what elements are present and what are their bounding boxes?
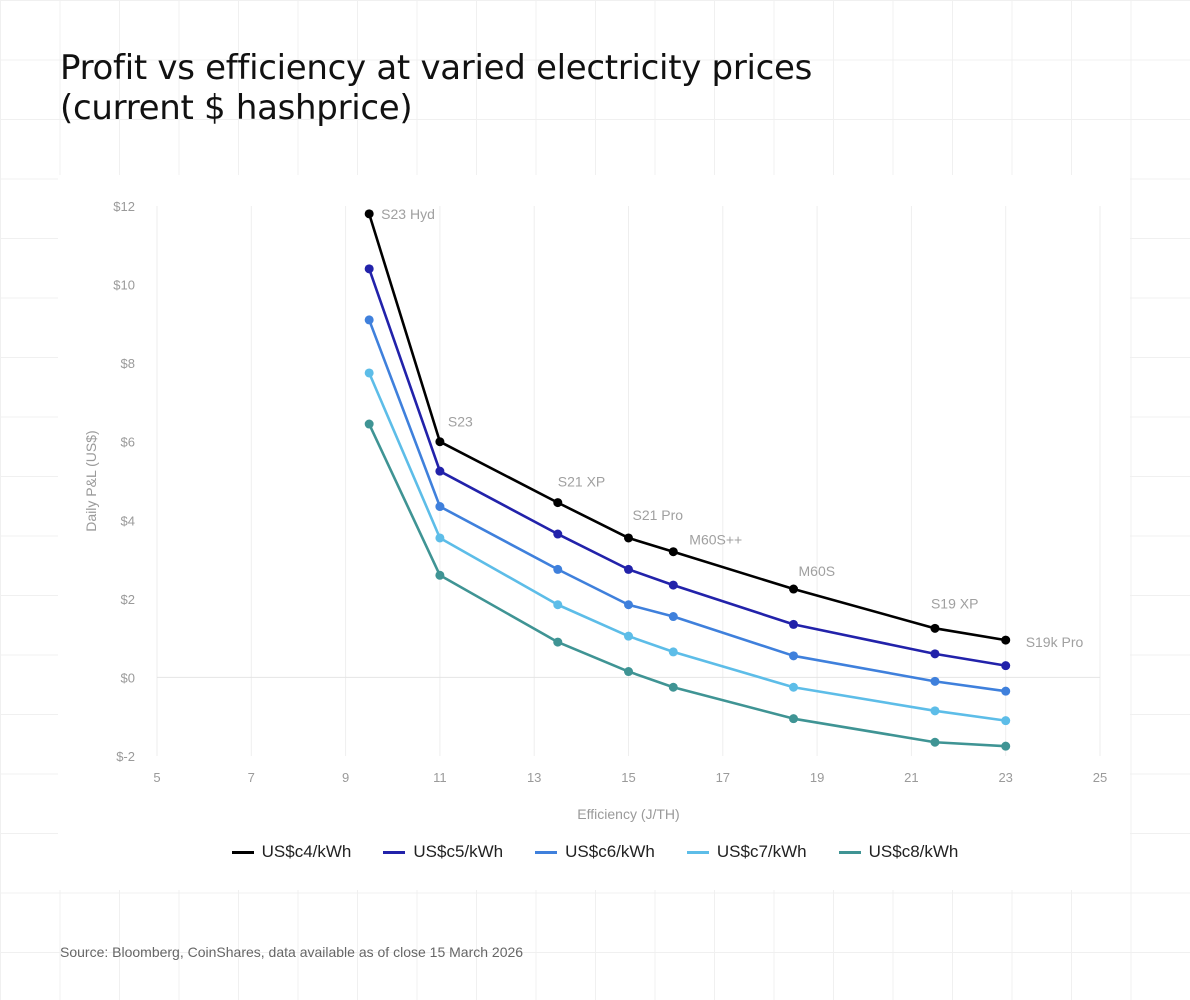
data-point bbox=[930, 737, 940, 747]
point-label: S23 Hyd bbox=[381, 206, 435, 222]
legend-item: US$c4/kWh bbox=[231, 842, 352, 862]
data-point bbox=[553, 600, 563, 610]
data-point bbox=[624, 667, 633, 677]
source-note: Source: Bloomberg, CoinShares, data avai… bbox=[60, 944, 524, 960]
legend-swatch bbox=[686, 850, 709, 854]
data-point bbox=[1001, 686, 1011, 696]
data-point bbox=[364, 209, 374, 219]
line-chart: $-2 $0 $2 $4 $6 $8 $10 $12 5 7 9 11 13 15 17 19 21 23 25 Ef… bbox=[83, 199, 1107, 822]
legend-swatch bbox=[383, 850, 406, 854]
data-point bbox=[668, 547, 678, 557]
legend-label: US$c8/kWh bbox=[868, 842, 959, 861]
data-point bbox=[364, 315, 374, 325]
data-point bbox=[1001, 716, 1011, 726]
legend-label: US$c5/kWh bbox=[413, 842, 504, 861]
data-point bbox=[668, 580, 678, 590]
x-tick-label: 13 bbox=[527, 770, 541, 785]
data-point bbox=[930, 623, 940, 633]
x-tick-label: 19 bbox=[810, 770, 824, 785]
legend-item: US$c7/kWh bbox=[686, 842, 807, 862]
data-point bbox=[668, 682, 678, 692]
point-label: S21 XP bbox=[558, 474, 605, 490]
data-point bbox=[1001, 661, 1011, 671]
data-point bbox=[930, 706, 940, 716]
chart-panel bbox=[58, 175, 1130, 890]
x-tick-label: 15 bbox=[621, 770, 635, 785]
x-tick-label: 21 bbox=[904, 770, 918, 785]
point-label: M60S bbox=[799, 563, 836, 579]
series-line bbox=[367, 268, 1006, 667]
point-label: S21 Pro bbox=[633, 507, 684, 523]
x-tick-label: 25 bbox=[1093, 770, 1107, 785]
data-point bbox=[553, 637, 563, 647]
legend-item: US$c5/kWh bbox=[383, 842, 503, 862]
chart-title-line-2: (current $ hashprice) bbox=[60, 88, 413, 128]
chart-legend: US$c4/kWh US$c5/kWh US$c6/kWh US$c7/kWh US$c… bbox=[0, 842, 1190, 862]
data-point bbox=[364, 368, 374, 378]
x-tick-label: 17 bbox=[716, 770, 730, 785]
series-line bbox=[367, 319, 1006, 693]
data-point bbox=[930, 676, 940, 686]
legend-swatch bbox=[838, 850, 861, 854]
data-point bbox=[789, 682, 799, 692]
data-point bbox=[553, 529, 563, 539]
legend-swatch bbox=[535, 850, 558, 854]
y-tick-label: $10 bbox=[113, 278, 135, 293]
point-label: S19 XP bbox=[931, 595, 978, 611]
data-point bbox=[435, 533, 445, 543]
data-point bbox=[435, 570, 445, 580]
data-point bbox=[789, 584, 799, 594]
data-point bbox=[668, 647, 678, 657]
series-line bbox=[367, 213, 1006, 642]
data-point bbox=[364, 264, 374, 274]
legend-label: US$c4/kWh bbox=[261, 842, 352, 861]
point-label: S19k Pro bbox=[1026, 634, 1084, 650]
x-tick-label: 11 bbox=[433, 770, 447, 785]
y-tick-label: $8 bbox=[121, 356, 135, 371]
legend-swatch bbox=[231, 850, 254, 854]
y-tick-label: $6 bbox=[121, 435, 135, 450]
legend-item: US$c6/kWh bbox=[535, 842, 655, 862]
legend-label: US$c7/kWh bbox=[716, 842, 807, 861]
data-point bbox=[789, 651, 799, 661]
data-point bbox=[1001, 635, 1011, 645]
x-axis-label: Efficiency (J/TH) bbox=[577, 806, 679, 822]
series-line bbox=[367, 372, 1006, 722]
series-line bbox=[367, 423, 1006, 748]
data-point bbox=[435, 466, 445, 476]
x-tick-label: 9 bbox=[342, 770, 349, 785]
data-point bbox=[930, 649, 940, 659]
data-point bbox=[553, 564, 563, 574]
x-tick-label: 23 bbox=[998, 770, 1012, 785]
data-point bbox=[624, 564, 633, 574]
data-point bbox=[435, 437, 445, 447]
data-point bbox=[624, 631, 633, 641]
legend-item: US$c8/kWh bbox=[838, 842, 959, 862]
chart-title: Profit vs efficiency at varied electrici… bbox=[60, 48, 960, 128]
data-point bbox=[553, 498, 563, 508]
point-label: S23 bbox=[448, 414, 473, 430]
data-point bbox=[1001, 741, 1011, 751]
data-point bbox=[435, 502, 445, 512]
x-tick-label: 5 bbox=[153, 770, 160, 785]
x-tick-label: 7 bbox=[248, 770, 255, 785]
data-point bbox=[668, 612, 678, 622]
y-tick-label: $-2 bbox=[116, 749, 135, 764]
data-point bbox=[789, 714, 799, 724]
y-tick-label: $0 bbox=[121, 670, 135, 685]
data-point bbox=[624, 600, 633, 610]
point-label: M60S++ bbox=[689, 532, 742, 548]
legend-label: US$c6/kWh bbox=[565, 842, 655, 861]
y-tick-label: $2 bbox=[121, 592, 135, 607]
data-point bbox=[624, 533, 633, 543]
data-point bbox=[364, 419, 374, 429]
y-tick-label: $12 bbox=[113, 199, 135, 214]
y-axis-label: Daily P&L (US$) bbox=[83, 430, 99, 531]
data-point bbox=[789, 619, 799, 629]
y-tick-label: $4 bbox=[121, 513, 135, 528]
chart-title-line-1: Profit vs efficiency at varied electrici… bbox=[60, 48, 813, 88]
